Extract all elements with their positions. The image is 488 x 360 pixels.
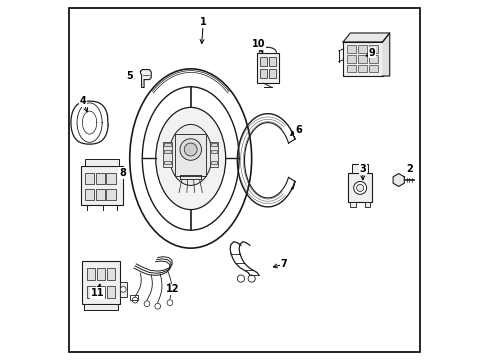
- Circle shape: [120, 287, 126, 292]
- Bar: [106, 173, 116, 184]
- Polygon shape: [140, 69, 151, 87]
- Text: 9: 9: [367, 48, 374, 58]
- Bar: [348, 173, 371, 202]
- Text: 4: 4: [80, 96, 86, 106]
- Bar: [97, 268, 105, 280]
- Bar: [106, 268, 115, 280]
- Bar: [346, 64, 355, 72]
- Bar: [268, 69, 276, 78]
- Ellipse shape: [169, 125, 212, 185]
- Bar: [84, 304, 118, 310]
- Bar: [368, 45, 377, 53]
- Bar: [349, 202, 355, 207]
- Bar: [106, 189, 116, 200]
- Bar: [106, 286, 115, 298]
- Text: 11: 11: [91, 288, 104, 298]
- Bar: [357, 64, 366, 72]
- Bar: [268, 57, 276, 66]
- Bar: [120, 282, 126, 297]
- Bar: [357, 45, 366, 53]
- Text: 3: 3: [359, 164, 366, 174]
- Polygon shape: [343, 33, 389, 42]
- Bar: [96, 189, 105, 200]
- Bar: [85, 173, 94, 184]
- Polygon shape: [382, 33, 389, 76]
- Bar: [81, 166, 122, 205]
- Bar: [210, 161, 217, 164]
- Bar: [96, 173, 105, 184]
- Text: 7: 7: [280, 259, 287, 269]
- Bar: [357, 55, 366, 63]
- Bar: [368, 64, 377, 72]
- Text: 2: 2: [405, 164, 412, 174]
- Bar: [346, 45, 355, 53]
- Bar: [85, 159, 119, 166]
- Text: 12: 12: [166, 284, 179, 294]
- Bar: [97, 286, 105, 298]
- Text: 8: 8: [119, 168, 126, 178]
- Circle shape: [356, 184, 363, 192]
- Bar: [85, 189, 94, 200]
- Bar: [86, 268, 95, 280]
- Bar: [163, 142, 171, 167]
- Ellipse shape: [155, 107, 225, 210]
- Bar: [260, 69, 266, 78]
- Text: 10: 10: [252, 39, 265, 49]
- Bar: [82, 261, 120, 304]
- Text: 5: 5: [126, 71, 133, 81]
- Ellipse shape: [142, 87, 239, 230]
- Bar: [260, 57, 266, 66]
- Bar: [164, 161, 170, 164]
- Bar: [209, 142, 218, 167]
- Circle shape: [180, 139, 201, 160]
- Bar: [129, 295, 137, 300]
- Bar: [164, 143, 170, 146]
- Text: 6: 6: [294, 125, 301, 135]
- Bar: [368, 55, 377, 63]
- Bar: [210, 143, 217, 146]
- Bar: [175, 134, 205, 176]
- Bar: [86, 286, 95, 298]
- Circle shape: [353, 181, 366, 194]
- Circle shape: [184, 143, 197, 156]
- Bar: [364, 202, 369, 207]
- Bar: [343, 42, 382, 76]
- Polygon shape: [392, 174, 404, 186]
- Text: 1: 1: [200, 17, 206, 27]
- Bar: [257, 53, 278, 83]
- Bar: [210, 150, 217, 153]
- Bar: [351, 164, 367, 173]
- Bar: [164, 150, 170, 153]
- Bar: [346, 55, 355, 63]
